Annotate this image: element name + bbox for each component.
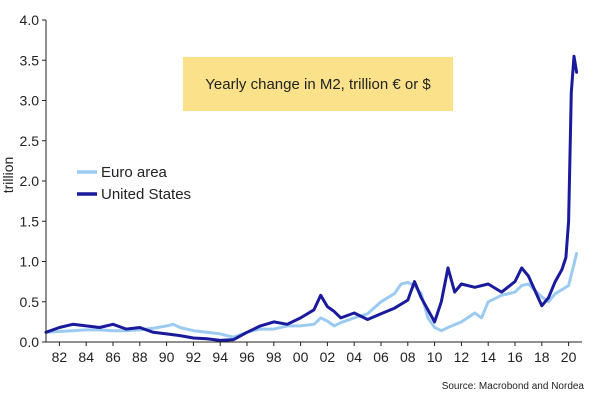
x-tick-label: 18 <box>534 349 550 365</box>
y-axis-label: trillion <box>0 157 16 194</box>
x-tick-label: 92 <box>186 349 202 365</box>
x-tick-label: 12 <box>454 349 470 365</box>
x-tick-label: 10 <box>427 349 443 365</box>
y-tick-label: 0.0 <box>20 334 40 350</box>
y-tick-label: 1.5 <box>20 213 40 229</box>
y-tick-label: 4.0 <box>20 12 40 28</box>
source-note: Source: Macrobond and Nordea <box>442 381 585 392</box>
x-tick-label: 02 <box>320 349 336 365</box>
series-line-euro-area <box>44 251 579 339</box>
y-tick-label: 0.5 <box>20 294 40 310</box>
y-tick-label: 2.0 <box>20 173 40 189</box>
x-tick-label: 96 <box>239 349 255 365</box>
chart-title: Yearly change in M2, trillion € or $ <box>205 76 431 93</box>
legend-label-euro-area: Euro area <box>101 164 168 181</box>
y-tick-label: 1.0 <box>20 254 40 270</box>
x-tick-label: 00 <box>293 349 309 365</box>
x-tick-label: 04 <box>346 349 362 365</box>
title-box-background <box>183 57 453 111</box>
legend-label-united-states: United States <box>101 186 191 203</box>
y-tick-label: 2.5 <box>20 133 40 149</box>
x-tick-label: 98 <box>266 349 282 365</box>
x-tick-label: 94 <box>212 349 228 365</box>
x-tick-label: 16 <box>507 349 523 365</box>
x-tick-label: 86 <box>105 349 121 365</box>
x-tick-label: 90 <box>159 349 175 365</box>
x-tick-label: 14 <box>480 349 496 365</box>
x-tick-label: 06 <box>373 349 389 365</box>
x-tick-label: 82 <box>52 349 68 365</box>
legend: Euro area United States <box>77 164 191 203</box>
series-line-united-states <box>44 54 579 342</box>
chart-title-box: Yearly change in M2, trillion € or $ <box>183 57 453 111</box>
x-tick-label: 08 <box>400 349 416 365</box>
x-tick-label: 20 <box>561 349 577 365</box>
x-tick-label: 84 <box>78 349 94 365</box>
x-tick-label: 88 <box>132 349 148 365</box>
y-tick-label: 3.0 <box>20 93 40 109</box>
y-tick-label: 3.5 <box>20 52 40 68</box>
